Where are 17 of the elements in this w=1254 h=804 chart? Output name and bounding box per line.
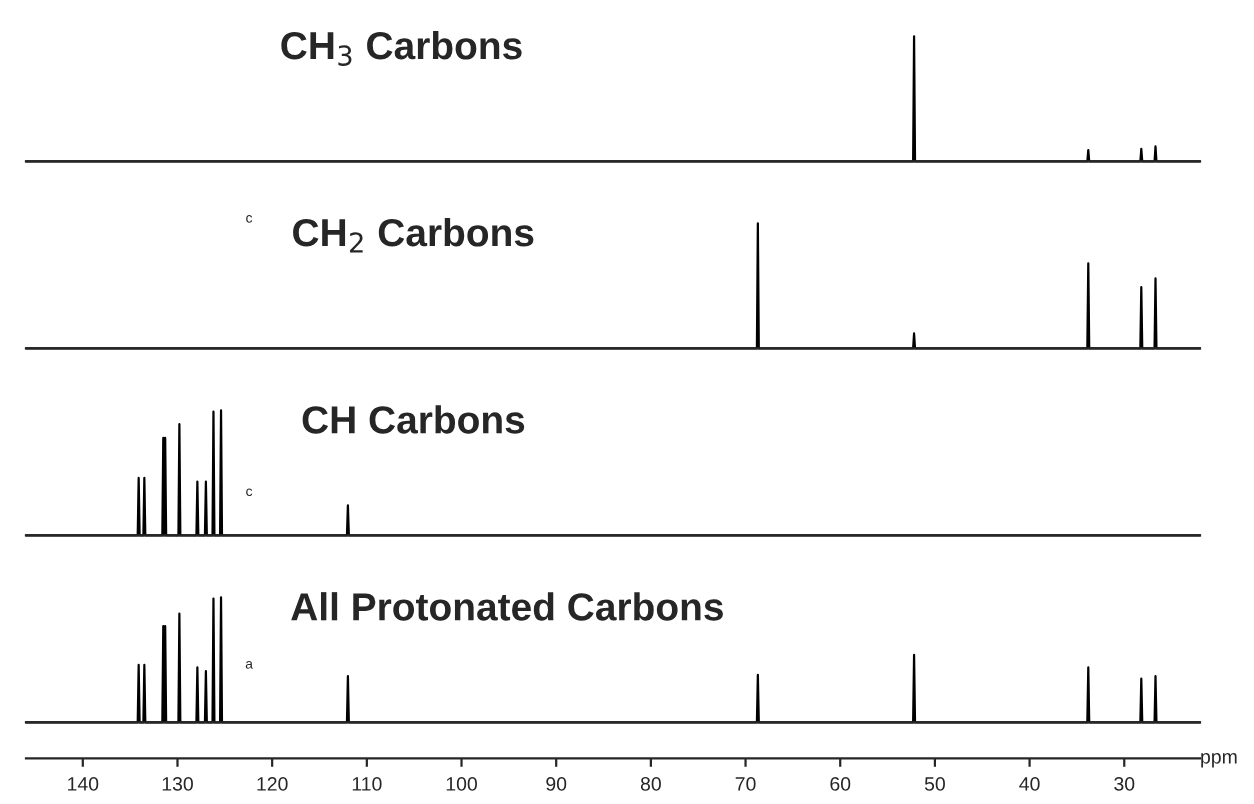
x-tick-label: 70 xyxy=(735,777,756,791)
chart-title: CH$_{2}$ Carbons xyxy=(293,217,534,253)
x-tick-label: 30 xyxy=(1114,777,1135,791)
x-tick-label: 130 xyxy=(162,777,193,791)
x-tick-label: 140 xyxy=(68,777,99,791)
x-tick-label: 100 xyxy=(446,777,477,791)
x-tick-label: 110 xyxy=(352,777,382,791)
chart-title: CH$_{3}$ Carbons xyxy=(281,30,522,66)
chart-title: CH Carbons xyxy=(302,405,525,434)
x-tick-label: 50 xyxy=(924,777,945,791)
x-tick-label: 120 xyxy=(257,777,288,791)
x-tick-label: 80 xyxy=(640,777,661,791)
x-tick-label: 90 xyxy=(546,777,567,791)
chart-title: All Protonated Carbons xyxy=(291,592,723,621)
x-tick-label: 40 xyxy=(1019,777,1040,791)
x-axis-title: ppm xyxy=(1201,753,1237,768)
x-tick-label: 60 xyxy=(830,777,851,791)
